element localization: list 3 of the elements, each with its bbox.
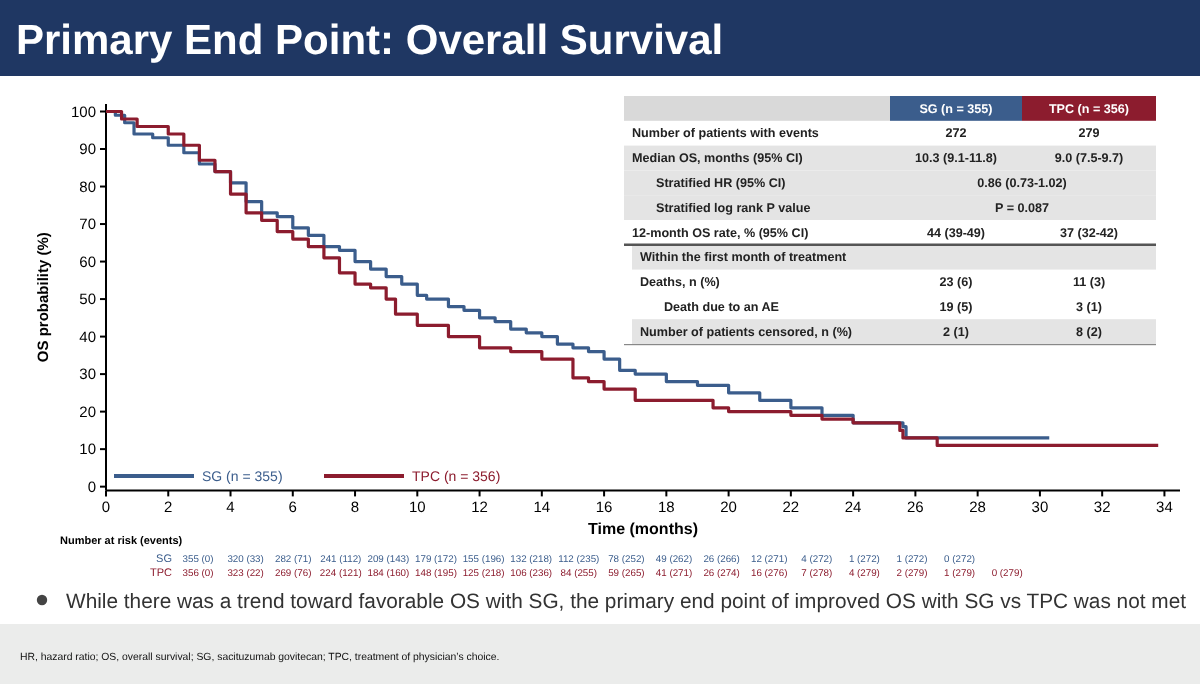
x-axis-title: Time (months)	[588, 520, 699, 539]
text: While there was a trend toward favorable OS with SG, the primary end point of improved OS with SG vs TPC was not met	[66, 592, 1187, 614]
chart-title: Primary End Point: Overall Survival	[16, 18, 724, 64]
